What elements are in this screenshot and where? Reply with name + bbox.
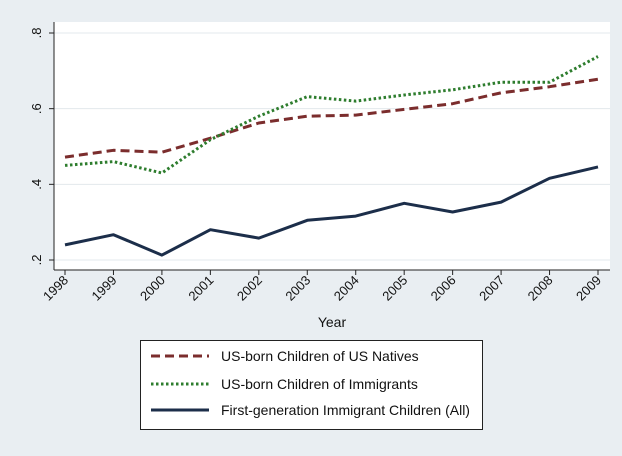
x-tick-label: 2001	[185, 273, 216, 304]
x-tick-label: 2005	[379, 273, 410, 304]
x-tick-label: 2009	[573, 273, 604, 304]
series-lines	[64, 55, 599, 257]
legend-swatch-0	[151, 354, 209, 358]
x-tick-label: 2000	[137, 273, 168, 304]
gridlines	[54, 32, 610, 261]
series-line-2	[64, 165, 599, 257]
legend-swatch-1	[151, 382, 209, 386]
legend-label-2: First-generation Immigrant Children (All…	[221, 402, 470, 418]
x-tick-label: 1998	[40, 273, 71, 304]
x-tick-label: 2003	[282, 273, 313, 304]
x-tick-label: 2007	[476, 273, 507, 304]
legend-label-1: US-born Children of Immigrants	[221, 376, 418, 392]
x-tick-label: 2002	[234, 273, 265, 304]
legend: US-born Children of US Natives US-born C…	[140, 340, 483, 430]
series-line-0	[64, 77, 599, 159]
x-tick-label: 2006	[428, 273, 459, 304]
y-tick-label: .4	[29, 179, 44, 190]
y-tick-label: .2	[29, 255, 44, 266]
legend-item-0: US-born Children of US Natives	[151, 345, 419, 367]
plot-area	[54, 22, 610, 270]
x-tick-label: 1999	[89, 273, 120, 304]
legend-item-2: First-generation Immigrant Children (All…	[151, 399, 470, 421]
series-line-1	[64, 55, 599, 175]
x-axis-title: Year	[318, 314, 347, 330]
legend-label-0: US-born Children of US Natives	[221, 348, 419, 364]
x-tick-label: 2008	[525, 273, 556, 304]
y-tick-label: .6	[29, 103, 44, 114]
y-tick-label: .8	[29, 28, 44, 39]
legend-swatch-2	[151, 408, 209, 412]
legend-item-1: US-born Children of Immigrants	[151, 373, 418, 395]
x-tick-label: 2004	[331, 273, 362, 304]
